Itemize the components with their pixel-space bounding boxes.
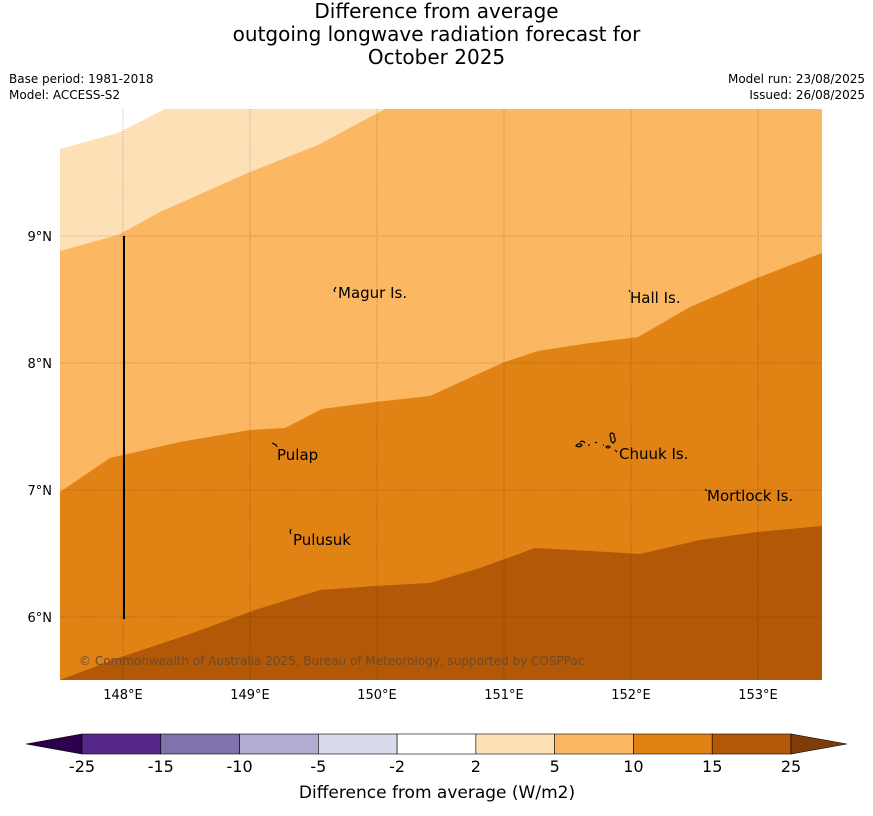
island-pulusuk (289, 528, 292, 535)
colorbar-segment (160, 733, 240, 755)
colorbar: -25 -15 -10 -5 -2 2 5 10 15 25 (25, 733, 848, 776)
island-chuuk (575, 432, 618, 453)
colorbar-segment (81, 733, 162, 755)
colorbar-tick-label: -10 (226, 757, 252, 776)
lat-tick-6: 6°N (28, 611, 53, 626)
colorbar-tick-label: -5 (310, 757, 326, 776)
lat-tick-8: 8°N (28, 357, 53, 372)
colorbar-tick-label: 10 (623, 757, 643, 776)
colorbar-segment (633, 733, 713, 755)
colorbar-tick-label: 15 (702, 757, 722, 776)
lon-tick-148: 148°E (103, 688, 143, 703)
title-line-2: outgoing longwave radiation forecast for (232, 22, 641, 46)
lon-tick-151: 151°E (484, 688, 524, 703)
lon-tick-152: 152°E (611, 688, 651, 703)
colorbar-title: Difference from average (W/m2) (299, 783, 575, 803)
place-label-magur: Magur Is. (338, 284, 407, 302)
colorbar-segment (475, 733, 555, 755)
place-label-hall: Hall Is. (630, 289, 681, 307)
model-run-label: Model run: 23/08/2025 (727, 72, 865, 86)
chart-title: Difference from average outgoing longwav… (0, 0, 873, 69)
colorbar-segment (318, 733, 398, 755)
colorbar-tick-label: 2 (471, 757, 481, 776)
lon-tick-153: 153°E (738, 688, 778, 703)
map-plot-area: Magur Is. Hall Is. Pulap Chuuk Is. Mortl… (60, 109, 822, 680)
island-mortlock (704, 488, 708, 492)
colorbar-segment (554, 733, 634, 755)
copyright-notice: © Commonwealth of Australia 2025, Bureau… (79, 654, 584, 668)
colorbar-tick-label: -2 (389, 757, 405, 776)
place-label-chuuk: Chuuk Is. (619, 445, 688, 463)
colorbar-segment (239, 733, 319, 755)
place-label-pulusuk: Pulusuk (293, 531, 351, 549)
meta-left: Base period: 1981-2018 Model: ACCESS-S2 (9, 71, 154, 103)
lon-tick-149: 149°E (230, 688, 270, 703)
place-label-pulap: Pulap (277, 446, 318, 464)
colorbar-tick-label: 25 (781, 757, 801, 776)
island-magur (333, 286, 337, 293)
island-hall (628, 289, 631, 293)
colorbar-arrow-low (25, 733, 83, 755)
title-line-1: Difference from average (314, 0, 559, 23)
base-period-label: Base period: 1981-2018 (9, 72, 154, 86)
lon-tick-150: 150°E (357, 688, 397, 703)
lat-tick-7: 7°N (28, 484, 53, 499)
colorbar-tick-label: -25 (69, 757, 95, 776)
title-line-3: October 2025 (367, 45, 506, 69)
colorbar-segment (711, 733, 792, 755)
island-marks (271, 286, 708, 535)
colorbar-arrow-high (790, 733, 848, 755)
island-pulap (271, 442, 278, 448)
colorbar-segment (396, 733, 477, 755)
meta-right: Model run: 23/08/2025 Issued: 26/08/2025 (728, 71, 865, 103)
model-label: Model: ACCESS-S2 (9, 88, 121, 102)
place-label-mortlock: Mortlock Is. (707, 487, 793, 505)
colorbar-tick-label: 5 (550, 757, 560, 776)
band-15-25 (60, 526, 822, 680)
lat-tick-9: 9°N (28, 230, 53, 245)
colorbar-tick-label: -15 (148, 757, 174, 776)
issued-label: Issued: 26/08/2025 (749, 88, 865, 102)
